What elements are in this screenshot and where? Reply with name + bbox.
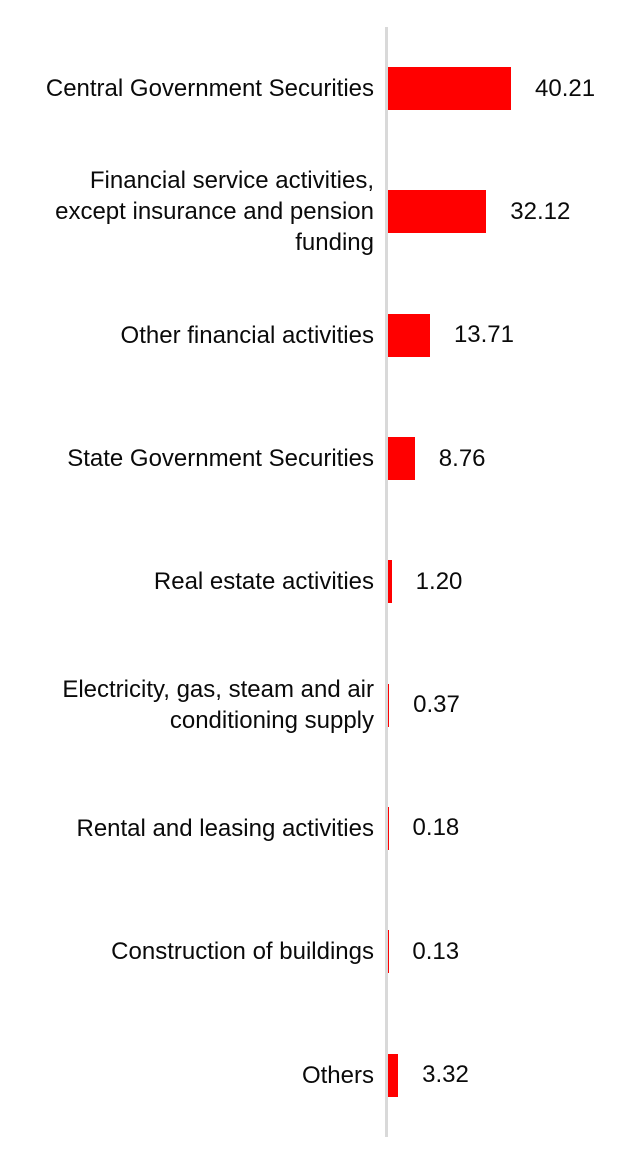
value-label: 0.13	[412, 937, 460, 965]
category-label: Construction of buildings	[111, 938, 374, 966]
chart-row: Rental and leasing activities 0.18	[0, 767, 630, 890]
chart-rows: Central Government Securities 40.21 Fina…	[0, 27, 630, 1137]
bar	[388, 1053, 399, 1097]
category-label: Electricity, gas, steam and air conditio…	[62, 676, 374, 735]
chart-row: Other financial activities 13.71	[0, 274, 630, 397]
bar	[388, 683, 390, 727]
category-label: Central Government Securities	[45, 75, 374, 103]
bar-track: 0.18	[385, 806, 630, 850]
category-label: Rental and leasing activities	[76, 814, 374, 842]
category-label: State Government Securities	[67, 445, 374, 473]
category-label: Real estate activities	[153, 568, 374, 596]
value-label: 3.32	[422, 1061, 469, 1089]
category-label: Others	[301, 1061, 374, 1089]
chart-row: Real estate activities 1.20	[0, 520, 630, 643]
chart-row: Financial service activities, except ins…	[0, 150, 630, 273]
bar	[388, 560, 392, 604]
chart-row: Construction of buildings 0.13	[0, 890, 630, 1013]
bar-track: 0.13	[385, 930, 630, 974]
bar	[388, 67, 512, 111]
value-label: 0.37	[413, 691, 460, 719]
bar-track: 1.20	[385, 560, 630, 604]
value-label: 40.21	[535, 74, 596, 102]
value-label: 1.20	[415, 567, 463, 595]
chart-row: Others 3.32	[0, 1013, 630, 1136]
bar-track: 3.32	[385, 1053, 630, 1097]
y-axis-line	[385, 27, 388, 1137]
chart-row: State Government Securities 8.76	[0, 397, 630, 520]
value-label: 13.71	[453, 321, 514, 349]
bar-track: 8.76	[385, 437, 630, 481]
value-label: 8.76	[438, 444, 486, 472]
bar	[388, 806, 389, 850]
bar-track: 0.37	[385, 683, 630, 727]
category-label: Other financial activities	[120, 321, 374, 349]
category-label: Financial service activities, except ins…	[55, 167, 374, 257]
value-label: 32.12	[510, 197, 571, 225]
bar	[388, 437, 415, 481]
bar-track: 32.12	[385, 190, 630, 234]
bar-track: 40.21	[385, 67, 630, 111]
bar	[388, 313, 430, 357]
chart-row: Electricity, gas, steam and air conditio…	[0, 643, 630, 766]
chart-row: Central Government Securities 40.21	[0, 27, 630, 150]
value-label: 0.18	[412, 814, 460, 842]
bar-track: 13.71	[385, 313, 630, 357]
bar	[388, 190, 487, 234]
